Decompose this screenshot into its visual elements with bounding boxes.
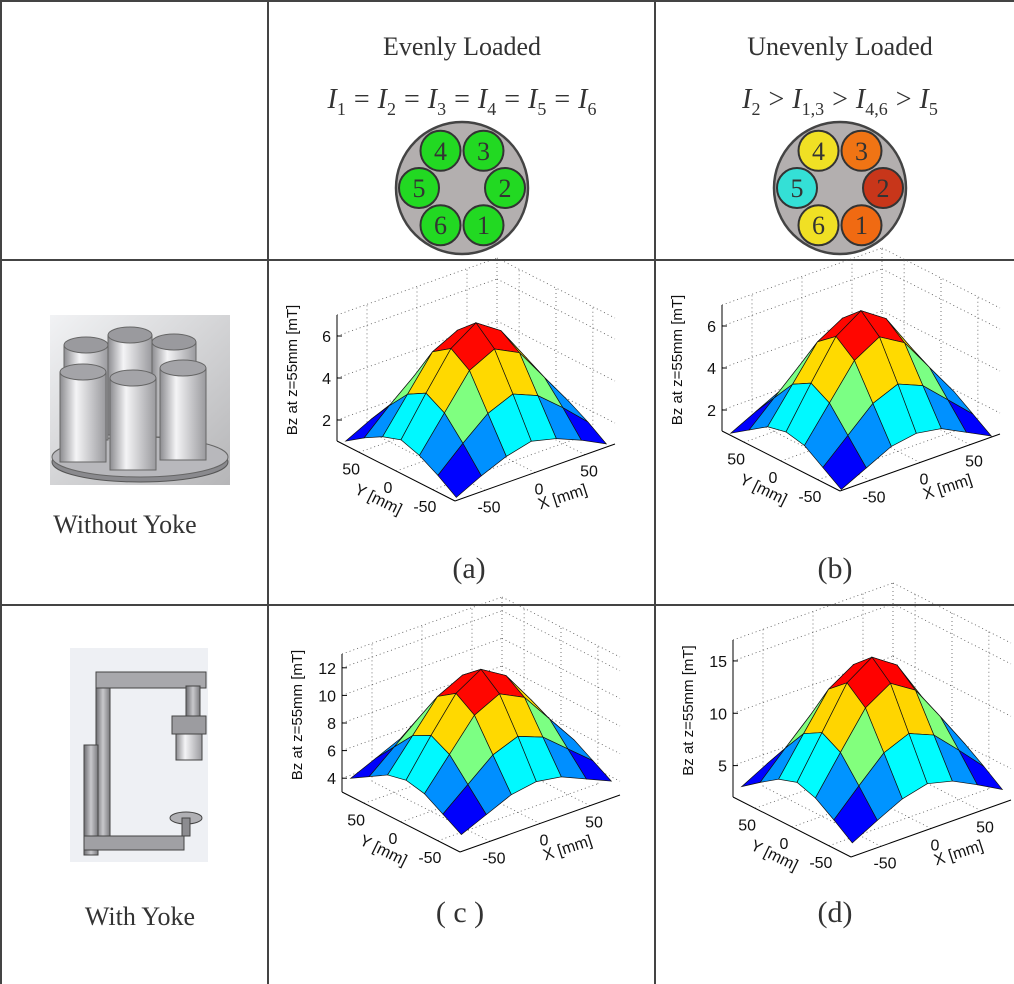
z-tick-label: 10 [709,706,727,723]
formula-subscript: 2 [751,99,760,119]
coil-label: 5 [791,174,804,203]
z-tick-label: 6 [322,329,331,346]
coil-label: 2 [877,174,890,203]
figure: Evenly Loaded Unevenly Loaded Without Yo… [0,0,1014,984]
z-tick-label: 6 [707,319,716,336]
formula-operator: = [354,84,370,115]
formula-operator: > [896,84,912,115]
coil-label: 1 [477,211,490,240]
z-axis-label: Bz at z=55mm [mT] [680,645,697,775]
z-tick-label: 5 [718,759,727,776]
formula-operator: = [454,84,470,115]
x-tick-label: -50 [482,850,505,867]
z-axis-label: Bz at z=55mm [mT] [289,650,306,780]
z-tick-label: 4 [707,361,716,378]
coil-label: 6 [812,211,825,240]
x-tick-label: 50 [580,464,598,481]
z-axis-label: Bz at z=55mm [mT] [284,305,301,435]
formula-subscript: 1,3 [802,99,825,119]
formula: I1=I2=I3=I4=I5=I6 [327,84,597,119]
coil-label: 1 [855,211,868,240]
z-tick-label: 15 [709,654,727,671]
column-title: Evenly Loaded [383,32,541,61]
y-tick-label: -50 [418,850,441,867]
y-tick-label: -50 [413,499,436,516]
formula-subscript: 1 [337,99,346,119]
formula-subscript: 5 [929,99,938,119]
formula-subscript: 5 [537,99,546,119]
coil-label: 3 [477,137,490,166]
coil-label: 4 [812,137,825,166]
x-tick-label: -50 [873,855,896,872]
z-tick-label: 2 [707,403,716,420]
z-tick-label: 6 [327,744,336,761]
column-title: Unevenly Loaded [747,32,933,61]
panel-label: (b) [818,552,853,585]
panel-label: ( c ) [436,896,484,929]
x-tick-label: 50 [976,820,994,837]
x-tick-label: -50 [477,499,500,516]
x-tick-label: 50 [965,454,983,471]
z-tick-label: 4 [327,771,336,788]
y-tick-label: 50 [342,461,360,478]
formula-operator: = [404,84,420,115]
z-axis-label: Bz at z=55mm [mT] [669,295,686,425]
coil-label: 2 [499,174,512,203]
coil-illustration [50,315,230,485]
panel-label: (d) [818,896,853,929]
coil-label: 5 [413,174,426,203]
x-tick-label: -50 [862,489,885,506]
row-label: With Yoke [85,902,195,931]
formula-subscript: 2 [387,99,396,119]
panel-label: (a) [452,552,485,585]
y-tick-label: 50 [738,817,756,834]
formula-subscript: 6 [587,99,596,119]
z-tick-label: 12 [318,661,336,678]
z-tick-label: 4 [322,371,331,388]
coil-label: 6 [434,211,447,240]
coil-label: 3 [855,137,868,166]
formula: I2>I1,3>I4,6>I5 [741,84,938,119]
y-tick-label: -50 [809,855,832,872]
formula-operator: > [832,84,848,115]
row-label: Without Yoke [53,510,196,539]
z-tick-label: 8 [327,716,336,733]
formula-subscript: 3 [437,99,446,119]
formula-subscript: 4 [487,99,496,119]
y-tick-label: 50 [347,812,365,829]
formula-operator: > [768,84,784,115]
y-tick-label: -50 [798,489,821,506]
formula-operator: = [554,84,570,115]
yoke-illustration [70,648,208,862]
formula-operator: = [504,84,520,115]
x-tick-label: 50 [585,815,603,832]
coil-label: 4 [434,137,447,166]
z-tick-label: 10 [318,688,336,705]
formula-subscript: 4,6 [865,99,888,119]
z-tick-label: 2 [322,413,331,430]
y-tick-label: 50 [727,451,745,468]
